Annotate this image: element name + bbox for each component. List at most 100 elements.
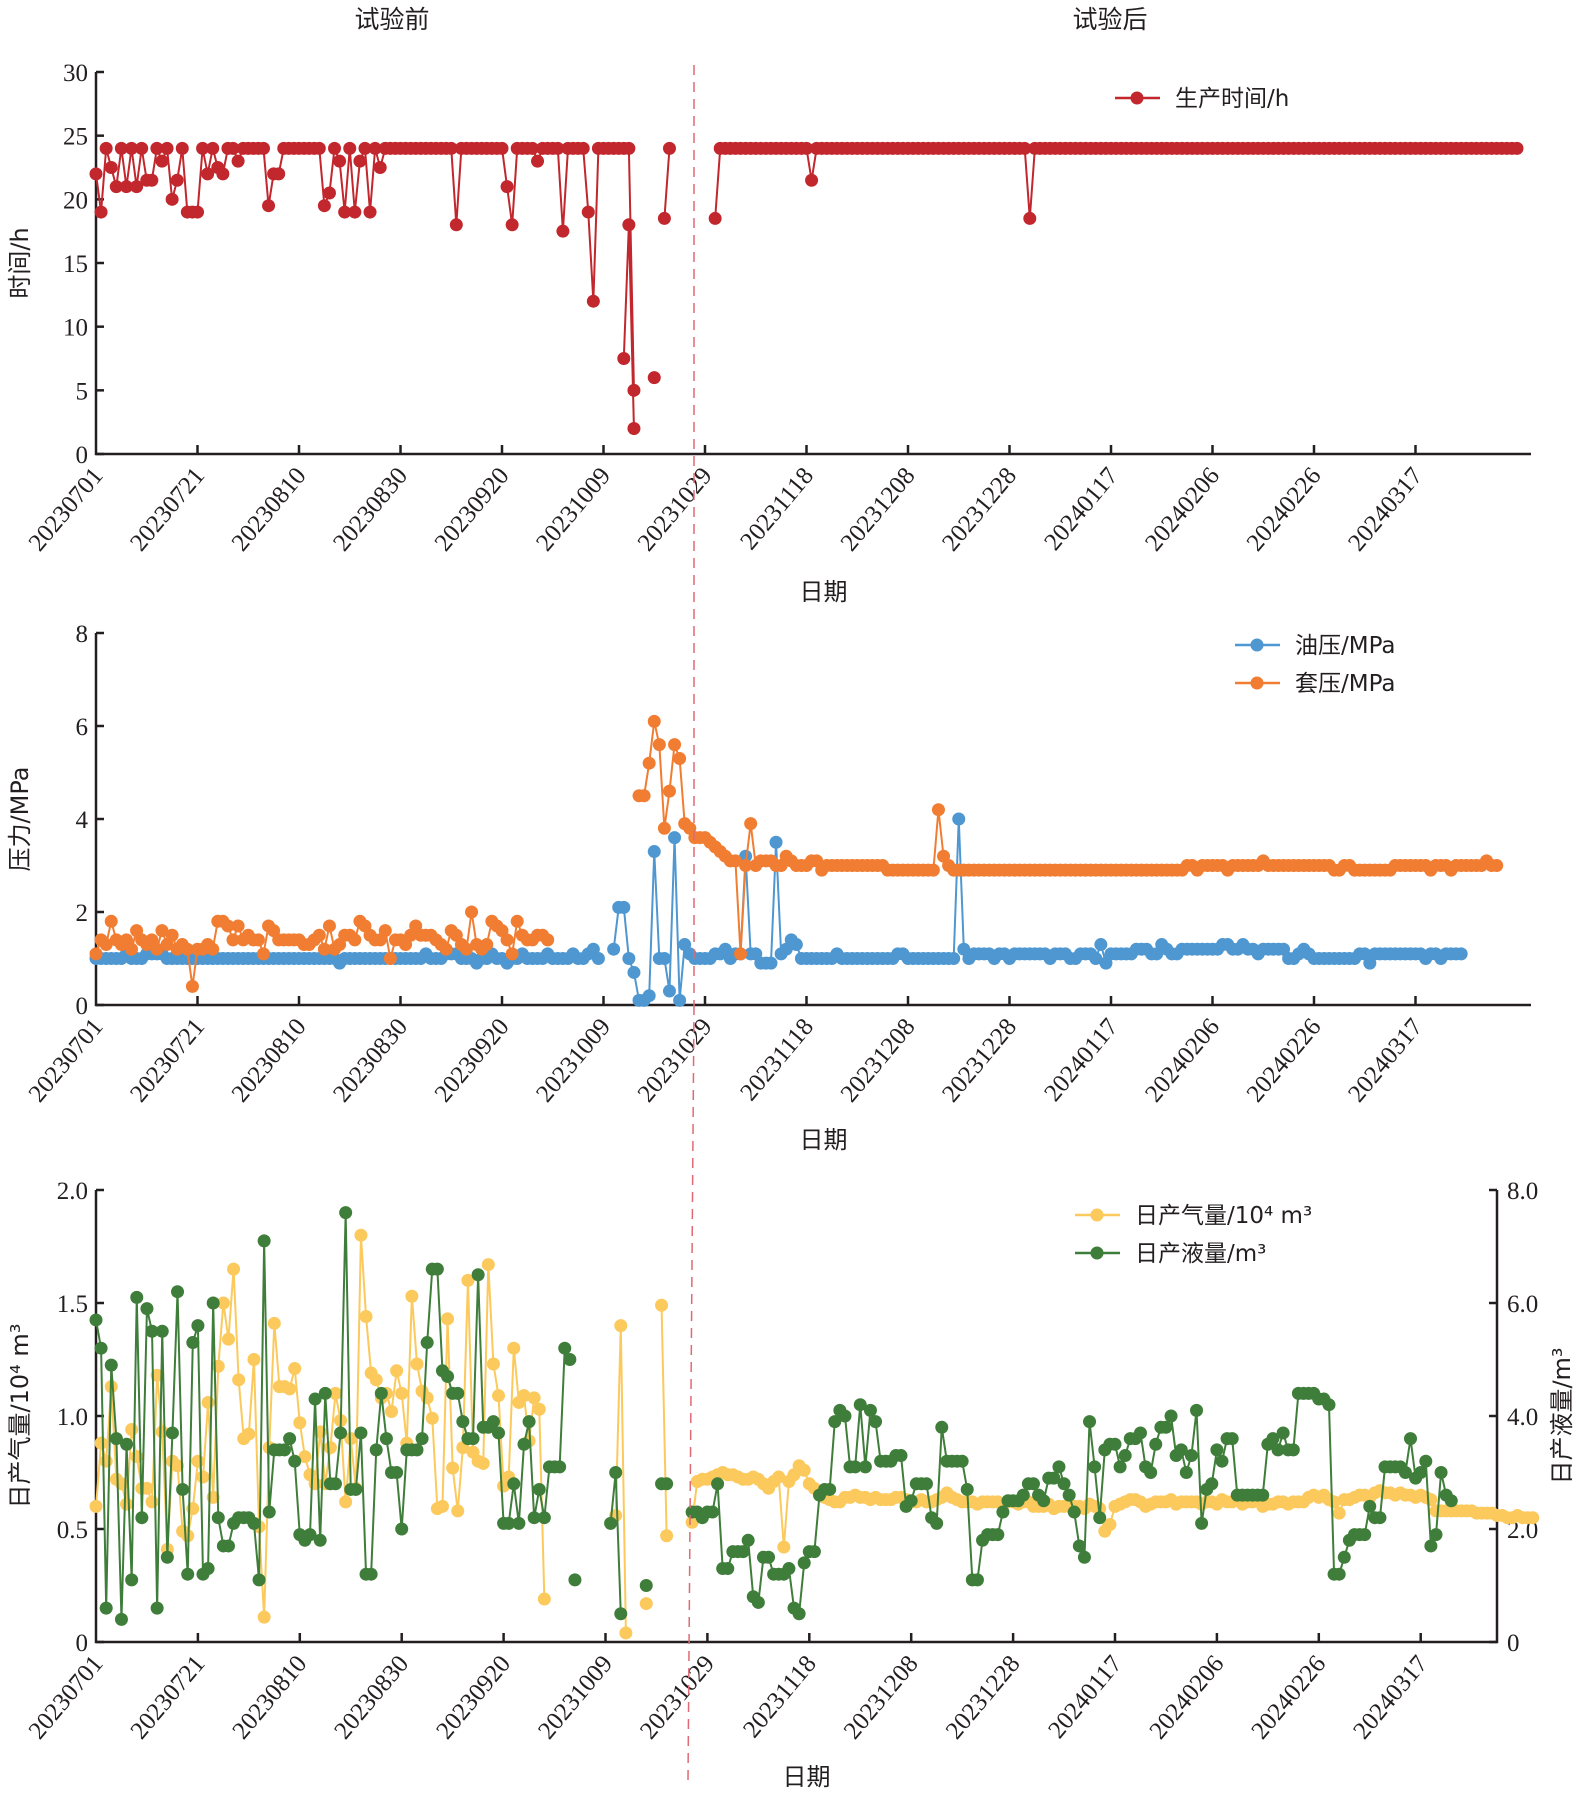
data-point (647, 371, 661, 385)
data-point (226, 933, 240, 947)
data-point (711, 1477, 725, 1491)
x-tick-label: 20230920 (431, 1651, 516, 1745)
data-point (374, 1386, 388, 1400)
data-point (1332, 1567, 1346, 1581)
data-point (114, 1612, 128, 1626)
series-1 (89, 1206, 1458, 1626)
data-point (390, 1364, 404, 1378)
y-axis-title: 压力/MPa (6, 767, 34, 872)
y-tick-label: 30 (63, 60, 88, 87)
data-point (1113, 1460, 1127, 1474)
data-point (171, 1285, 185, 1299)
data-point (125, 141, 139, 155)
data-point (1454, 947, 1468, 961)
data-point (563, 1353, 577, 1366)
data-point (466, 1432, 480, 1446)
data-point (505, 947, 519, 961)
data-point (231, 919, 245, 933)
data-point (617, 352, 631, 365)
data-point (492, 1426, 506, 1440)
series-line (714, 147, 1517, 219)
y-tick-label: 1.5 (57, 1291, 88, 1318)
data-point (996, 1505, 1010, 1519)
data-point (1174, 1443, 1188, 1457)
data-point (739, 859, 753, 872)
data-point (256, 947, 270, 961)
x-tick-label: 20230810 (227, 463, 312, 557)
x-tick-label: 20231118 (735, 463, 819, 556)
y-tick-label: 10 (63, 315, 88, 342)
data-point (517, 1389, 531, 1403)
data-point (919, 1477, 933, 1491)
data-point (1373, 1511, 1387, 1525)
data-point (435, 1499, 449, 1513)
data-point (622, 141, 636, 155)
data-point (673, 752, 687, 766)
y-axis-title: 日产气量/10⁴ m³ (6, 1324, 34, 1509)
y-tick-label: 25 (63, 124, 88, 151)
x-tick-label: 20231208 (839, 1651, 924, 1745)
data-point (303, 1528, 317, 1542)
series-0 (89, 812, 1468, 1007)
data-point (551, 141, 565, 155)
legend-item: 油压/MPa (1235, 633, 1396, 659)
data-point (191, 1454, 205, 1468)
data-point (1094, 938, 1108, 952)
data-point (191, 205, 204, 219)
data-point (858, 1460, 872, 1474)
x-tick-label: 20240117 (1039, 1014, 1123, 1107)
data-point (947, 952, 961, 965)
data-point (1429, 1528, 1443, 1542)
data-point (741, 1533, 755, 1547)
x-tick-label: 20231029 (635, 1651, 720, 1745)
data-point (1424, 1493, 1438, 1507)
x-tick-label: 20240117 (1039, 463, 1123, 556)
data-point (430, 1262, 444, 1276)
data-point (99, 141, 113, 155)
x-tick-label: 20230721 (125, 463, 210, 557)
data-point (354, 1426, 368, 1440)
data-point (1184, 1449, 1198, 1463)
data-point (104, 1358, 118, 1372)
data-point (145, 173, 159, 187)
y-tick-label: 0.5 (57, 1517, 88, 1544)
data-point (894, 1449, 908, 1463)
y-tick-label: 8 (76, 621, 89, 648)
data-point (420, 1391, 434, 1405)
data-point (317, 199, 331, 213)
legend-item: 套压/MPa (1235, 671, 1396, 697)
data-point (1077, 1550, 1091, 1564)
y-right-tick-label: 6.0 (1507, 1291, 1538, 1318)
data-point (359, 1310, 373, 1324)
data-point (614, 1319, 628, 1333)
data-point (1404, 1432, 1418, 1446)
data-point (647, 714, 661, 728)
data-point (206, 141, 220, 155)
data-point (1103, 1517, 1117, 1531)
data-point (581, 205, 595, 219)
data-point (1332, 1506, 1346, 1520)
x-tick-label: 20230920 (430, 1014, 515, 1108)
data-point (531, 154, 545, 168)
x-tick-label: 20230810 (227, 1014, 312, 1108)
data-point (145, 1324, 159, 1338)
data-point (451, 1504, 465, 1518)
data-point (660, 1529, 674, 1543)
data-point (1016, 1488, 1030, 1502)
data-point (155, 154, 169, 168)
data-point (537, 1511, 551, 1525)
data-point (231, 154, 245, 168)
y-tick-label: 6 (76, 714, 89, 741)
data-point (130, 1290, 144, 1304)
data-point (257, 1610, 271, 1624)
data-point (1358, 1528, 1372, 1542)
data-point (1052, 1460, 1066, 1474)
y-tick-label: 15 (63, 251, 88, 278)
data-point (109, 180, 123, 194)
data-point (527, 1391, 541, 1405)
data-point (262, 199, 276, 213)
data-point (99, 938, 113, 952)
data-point (323, 1441, 337, 1455)
x-tick-label: 20230920 (430, 463, 515, 557)
